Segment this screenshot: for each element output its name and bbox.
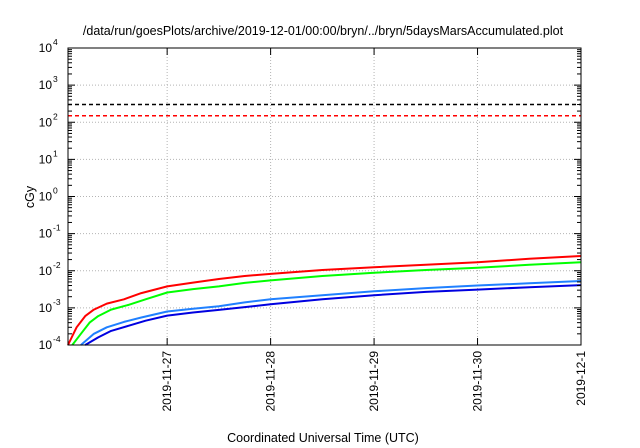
series-line (71, 261, 582, 346)
y-tick-label: 10 (39, 41, 53, 55)
y-tick-exponent: 4 (53, 37, 58, 47)
tick-marks (68, 47, 582, 346)
y-tick-label: 10 (39, 264, 53, 278)
x-axis-label: Coordinated Universal Time (UTC) (227, 431, 419, 445)
y-tick-label: 10 (39, 115, 53, 129)
y-tick-exponent: 2 (53, 111, 58, 121)
y-tick-label: 10 (39, 338, 53, 352)
y-tick-label: 10 (39, 78, 53, 92)
y-tick-exponent: 0 (53, 186, 58, 196)
y-tick-label: 10 (39, 152, 53, 166)
y-axis-label: cGy (23, 185, 37, 208)
x-tick-label: 2019-12-1 (574, 351, 588, 406)
y-tick-exponent: -2 (53, 260, 61, 270)
series-group (67, 255, 582, 346)
x-tick-label: 2019-11-29 (367, 351, 381, 412)
series-line (84, 284, 582, 346)
chart-title: /data/run/goesPlots/archive/2019-12-01/0… (83, 24, 564, 38)
x-tick-label: 2019-11-27 (160, 351, 174, 412)
y-tick-exponent: 1 (53, 148, 58, 158)
y-tick-label: 10 (39, 190, 53, 204)
series-line (80, 280, 582, 346)
reference-lines (68, 103, 581, 117)
x-tick-labels: 2019-11-27 2019-11-28 2019-11-29 2019-11-30… (160, 351, 588, 412)
series-line (67, 255, 582, 346)
y-tick-exponent: -4 (53, 334, 61, 344)
y-tick-label: 10 (39, 227, 53, 241)
y-tick-label: 10 (39, 301, 53, 315)
x-tick-label: 2019-11-30 (471, 351, 485, 412)
y-tick-exponent: -3 (53, 297, 61, 307)
y-tick-exponent: 3 (53, 74, 58, 84)
x-tick-label: 2019-11-28 (264, 351, 278, 412)
y-tick-exponent: -1 (53, 223, 61, 233)
